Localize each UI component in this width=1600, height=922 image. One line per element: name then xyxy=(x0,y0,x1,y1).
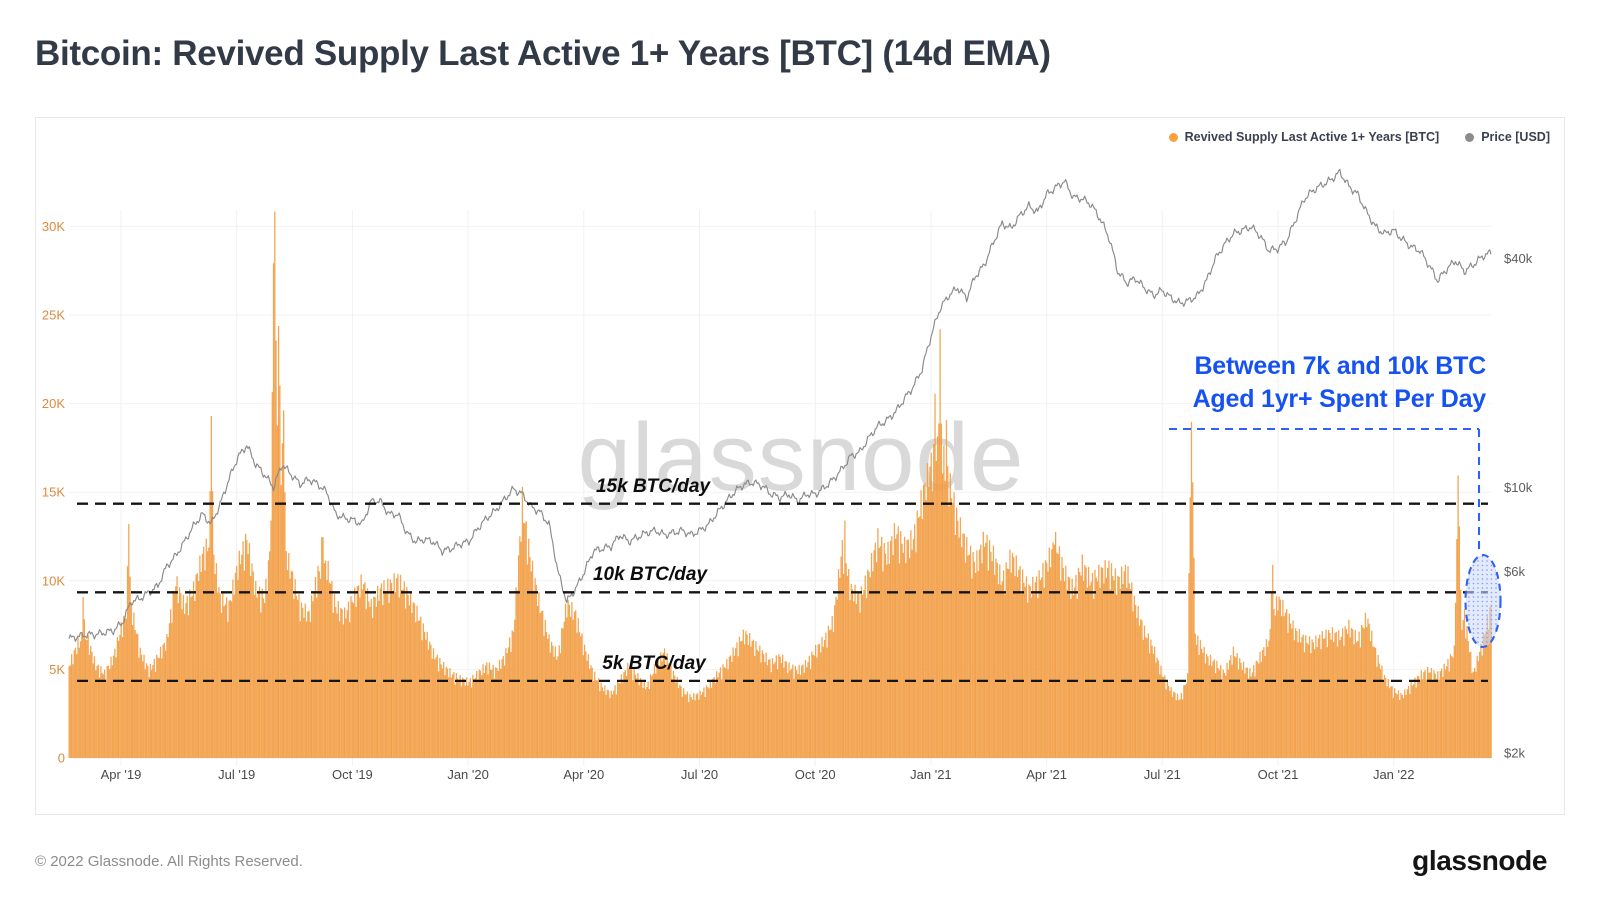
legend-swatch-gray-icon xyxy=(1465,132,1475,142)
svg-text:$6k: $6k xyxy=(1504,564,1525,579)
svg-text:$2k: $2k xyxy=(1504,746,1525,761)
threshold-label-10k: 10k BTC/day xyxy=(592,564,708,585)
svg-text:Oct '20: Oct '20 xyxy=(795,767,836,782)
page-footer: © 2022 Glassnode. All Rights Reserved. g… xyxy=(35,845,1565,885)
svg-text:30K: 30K xyxy=(42,219,65,234)
svg-text:Apr '19: Apr '19 xyxy=(101,767,142,782)
threshold-label-5k: 5k BTC/day xyxy=(602,653,706,674)
svg-text:0: 0 xyxy=(58,751,65,766)
svg-text:Jan '22: Jan '22 xyxy=(1373,767,1415,782)
threshold-label-15k: 15k BTC/day xyxy=(595,476,711,497)
chart-legend: Revived Supply Last Active 1+ Years [BTC… xyxy=(1168,130,1550,144)
glassnode-logo: glassnode xyxy=(1412,845,1547,876)
chart-card: glassnode 0 5K 10K 15K 20K 25K 30K $2k $6k $10k $… xyxy=(35,117,1565,815)
threshold-lines xyxy=(77,502,1488,683)
page-title: Bitcoin: Revived Supply Last Active 1+ Y… xyxy=(35,34,1051,73)
svg-text:Oct '19: Oct '19 xyxy=(332,767,373,782)
callout-line-2: Aged 1yr+ Spent Per Day xyxy=(1192,385,1487,413)
callout-annotation: Between 7k and 10k BTC Aged 1yr+ Spent P… xyxy=(1192,350,1487,416)
x-axis-labels: Apr '19 Jul '19 Oct '19 Jan '20 Apr '20 Jul '… xyxy=(101,767,1415,782)
svg-text:Oct '21: Oct '21 xyxy=(1258,767,1299,782)
chart-plot-area: glassnode 0 5K 10K 15K 20K 25K 30K $2k $6k $10k $… xyxy=(36,118,1566,816)
svg-text:Jul '21: Jul '21 xyxy=(1144,767,1181,782)
right-axis-labels: $2k $6k $10k $40k xyxy=(1504,251,1533,760)
watermark: glassnode xyxy=(578,404,1025,511)
bars-series xyxy=(68,211,1492,758)
legend-item-price[interactable]: Price [USD] xyxy=(1465,130,1550,144)
legend-item-revived-supply[interactable]: Revived Supply Last Active 1+ Years [BTC… xyxy=(1168,130,1440,144)
svg-text:25K: 25K xyxy=(42,308,65,323)
svg-text:Apr '21: Apr '21 xyxy=(1026,767,1067,782)
svg-text:Jan '20: Jan '20 xyxy=(447,767,489,782)
callout-line-1: Between 7k and 10k BTC xyxy=(1194,352,1486,380)
svg-text:Jul '19: Jul '19 xyxy=(218,767,255,782)
legend-label-revived-supply: Revived Supply Last Active 1+ Years [BTC… xyxy=(1184,130,1440,144)
left-axis-labels: 0 5K 10K 15K 20K 25K 30K xyxy=(42,219,65,766)
legend-label-price: Price [USD] xyxy=(1481,130,1550,144)
svg-text:Apr '20: Apr '20 xyxy=(563,767,604,782)
copyright-text: © 2022 Glassnode. All Rights Reserved. xyxy=(35,853,303,870)
svg-text:15K: 15K xyxy=(42,485,65,500)
svg-text:Jul '20: Jul '20 xyxy=(681,767,718,782)
svg-text:$40k: $40k xyxy=(1504,251,1533,266)
legend-swatch-orange-icon xyxy=(1168,132,1178,142)
blue-bracket xyxy=(1169,427,1481,554)
svg-text:$10k: $10k xyxy=(1504,480,1533,495)
svg-text:Jan '21: Jan '21 xyxy=(910,767,952,782)
price-line xyxy=(68,168,1492,642)
svg-text:20K: 20K xyxy=(42,396,65,411)
highlight-ellipse xyxy=(1464,553,1502,649)
svg-text:5K: 5K xyxy=(49,662,65,677)
svg-text:10K: 10K xyxy=(42,573,65,588)
